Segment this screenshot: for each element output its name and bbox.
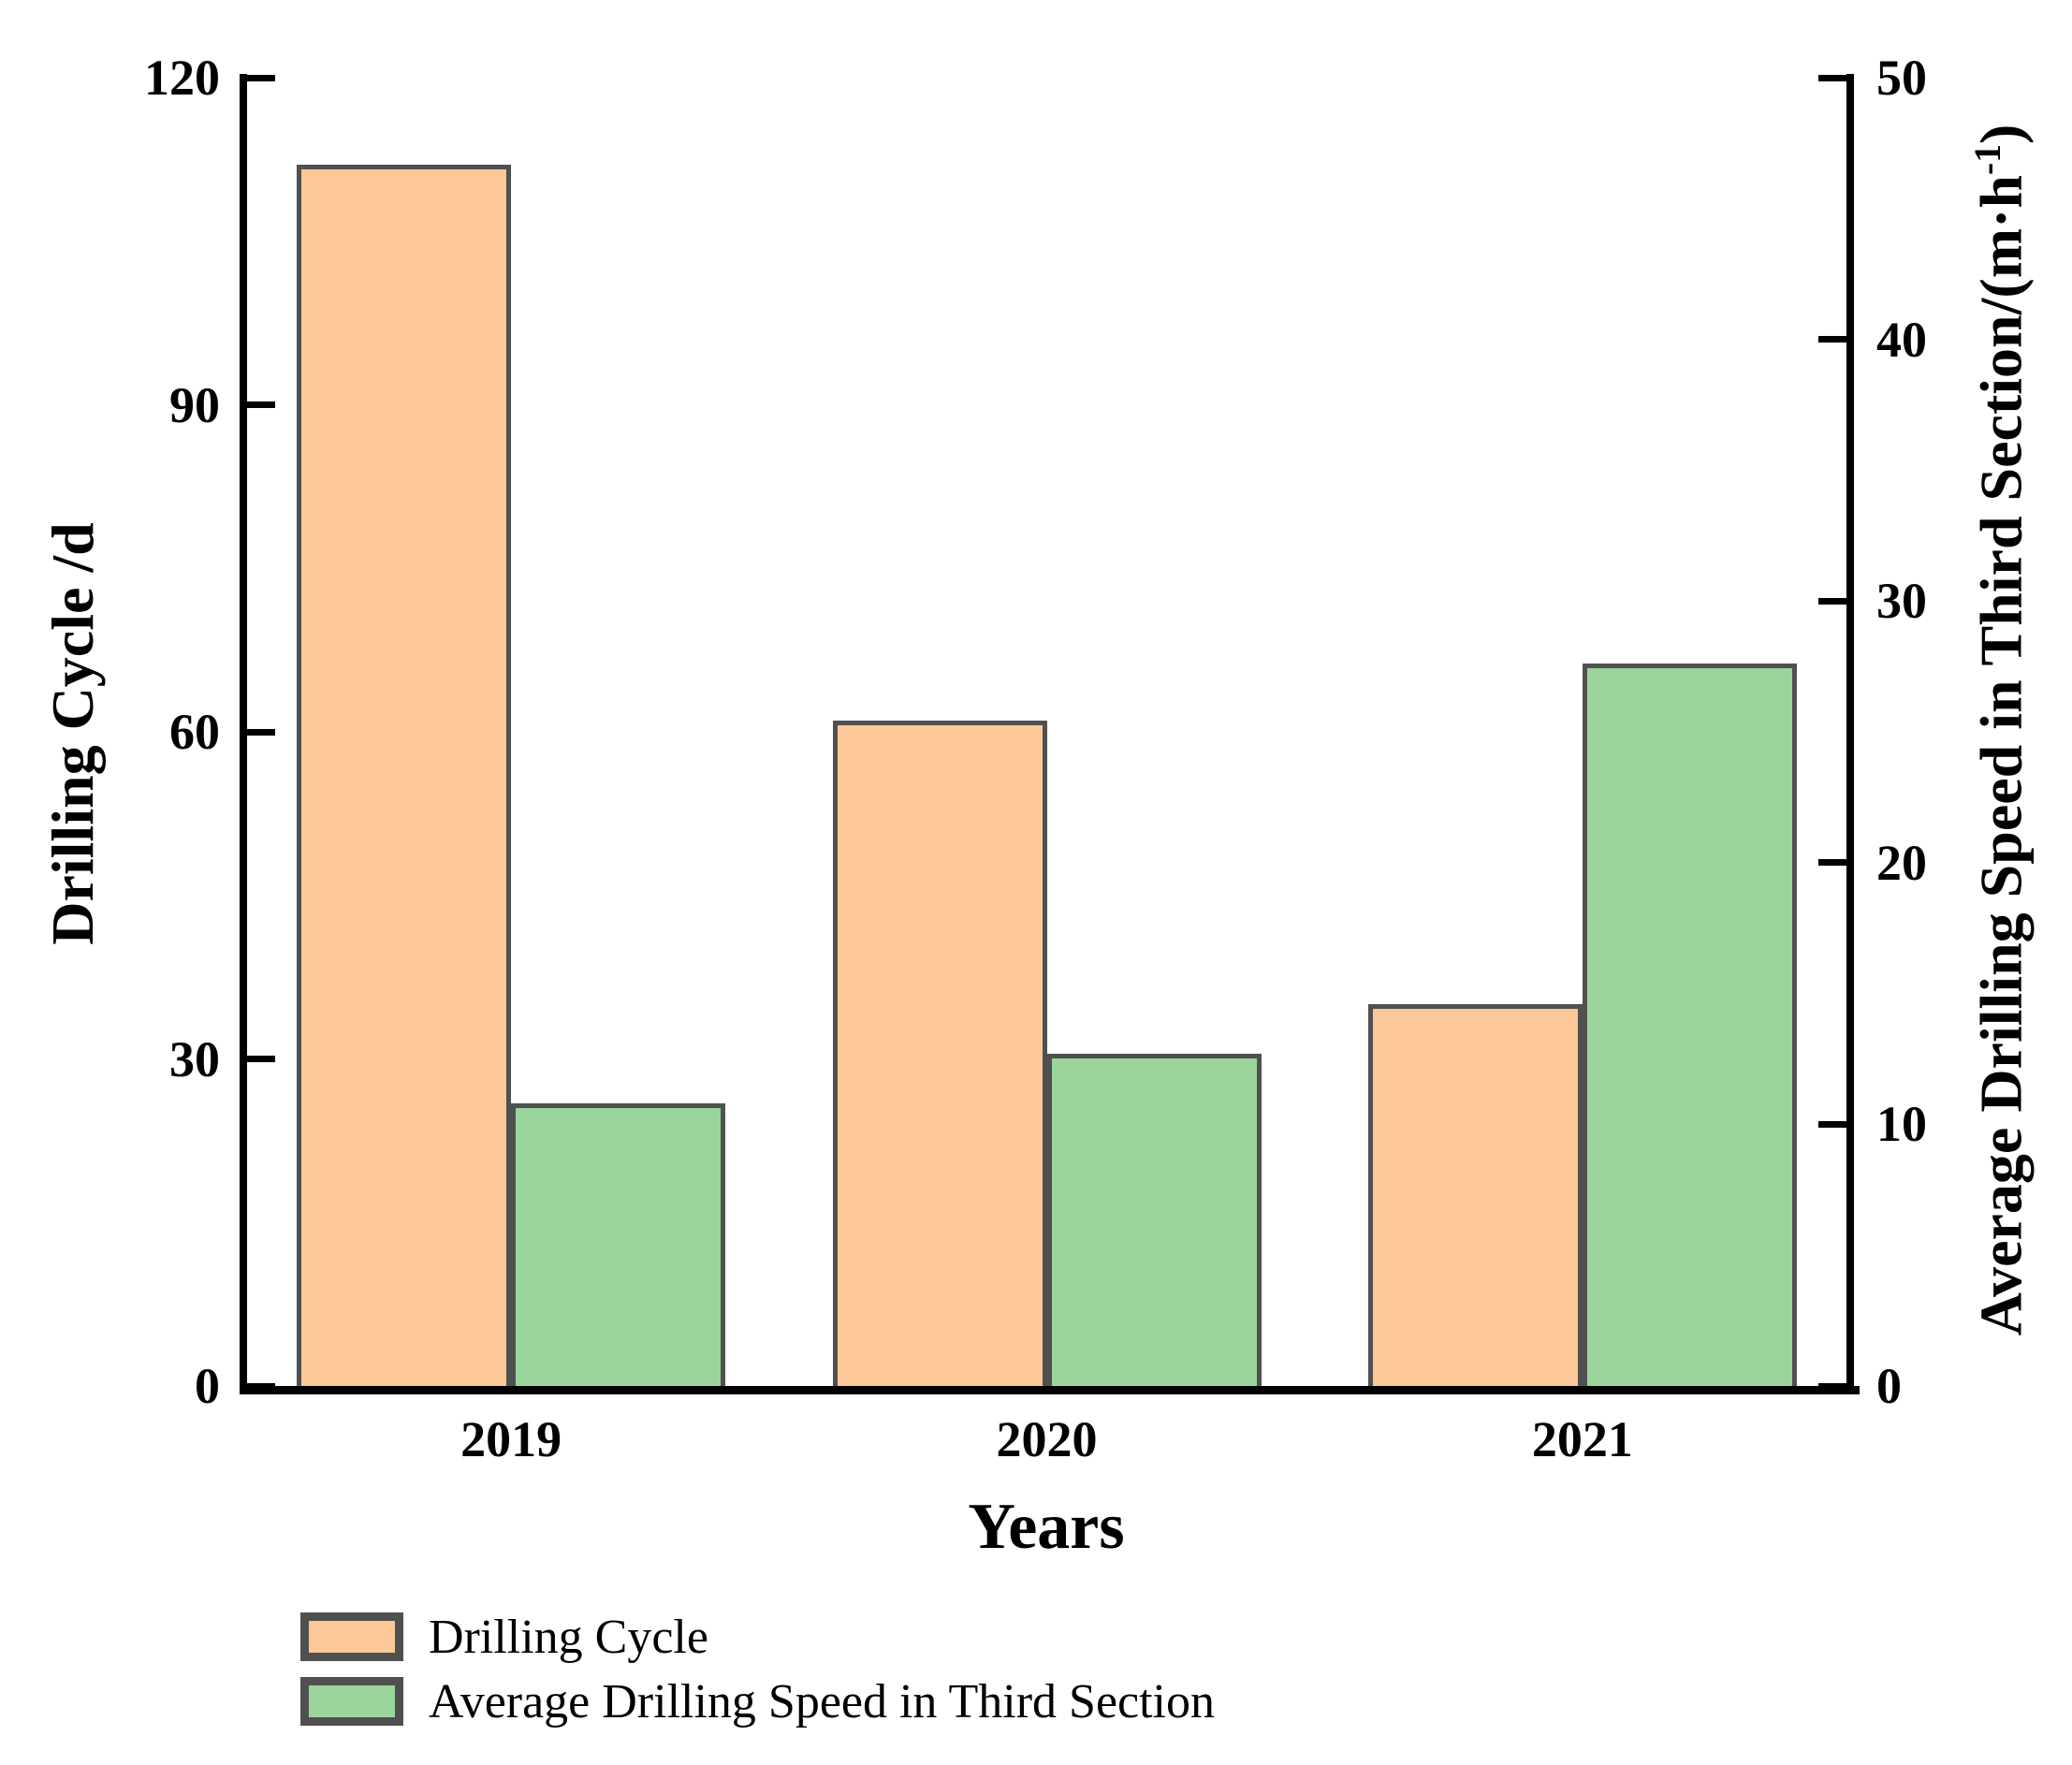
right-axis-tick-10 [1818, 1120, 1850, 1128]
right-axis-tick-40 [1818, 336, 1850, 343]
left-axis-tick-label-0: 0 [195, 1358, 220, 1414]
legend-label-avg-drilling-speed: Average Drilling Speed in Third Section [429, 1674, 1215, 1729]
right-axis-tick-label-50: 50 [1876, 50, 1927, 106]
right-axis-tick-0 [1818, 1382, 1850, 1390]
right-axis-tick-30 [1818, 597, 1850, 605]
right-axis-tick-label-40: 40 [1876, 311, 1927, 368]
left-axis-tick-label-120: 120 [144, 50, 220, 106]
right-axis-tick-label-30: 30 [1876, 573, 1927, 630]
bar-drilling-cycle-2020 [832, 721, 1047, 1386]
legend-swatch-drilling-cycle [300, 1612, 403, 1661]
x-axis-title: Years [968, 1491, 1125, 1563]
right-axis-title-close: ) [1967, 124, 2035, 144]
bar-avg-drilling-speed-2021 [1582, 664, 1797, 1386]
bar-avg-drilling-speed-2019 [511, 1103, 726, 1386]
left-axis-tick-label-60: 60 [169, 704, 220, 760]
x-axis-tick-label-2020: 2020 [996, 1411, 1098, 1467]
right-axis-title: Average Drilling Speed in Third Section/… [1946, 0, 2034, 1460]
bar-avg-drilling-speed-2020 [1046, 1053, 1262, 1386]
legend-label-drilling-cycle: Drilling Cycle [429, 1610, 708, 1664]
left-axis-tick-90 [243, 401, 275, 408]
bar-drilling-cycle-2021 [1367, 1004, 1583, 1386]
right-axis-title-superscript: -1 [1967, 143, 2008, 176]
right-axis-tick-50 [1818, 74, 1850, 81]
x-axis-bottom-spine [240, 1386, 1860, 1394]
left-axis-tick-120 [243, 74, 275, 81]
legend-item-drilling-cycle: Drilling Cycle [300, 1611, 1704, 1664]
left-axis-tick-0 [243, 1382, 275, 1390]
legend-swatch-avg-drilling-speed [300, 1677, 403, 1726]
left-axis-tick-30 [243, 1056, 275, 1062]
legend-item-avg-drilling-speed: Average Drilling Speed in Third Section [300, 1674, 1704, 1729]
right-axis-tick-20 [1818, 859, 1850, 867]
x-axis-tick-label-2019: 2019 [460, 1411, 562, 1467]
right-axis-tick-label-10: 10 [1876, 1096, 1927, 1153]
left-axis-tick-60 [243, 728, 275, 736]
bar-drilling-cycle-2019 [297, 165, 512, 1386]
legend: Drilling Cycle Average Drilling Speed in… [300, 1611, 1704, 1742]
right-axis-tick-label-20: 20 [1876, 834, 1927, 891]
left-axis-tick-label-30: 30 [169, 1030, 220, 1087]
right-axis-tick-label-0: 0 [1876, 1358, 1902, 1414]
y-axis-right-spine [1846, 74, 1854, 1394]
x-axis-tick-label-2021: 2021 [1531, 1411, 1633, 1467]
left-axis-tick-label-90: 90 [169, 376, 220, 433]
